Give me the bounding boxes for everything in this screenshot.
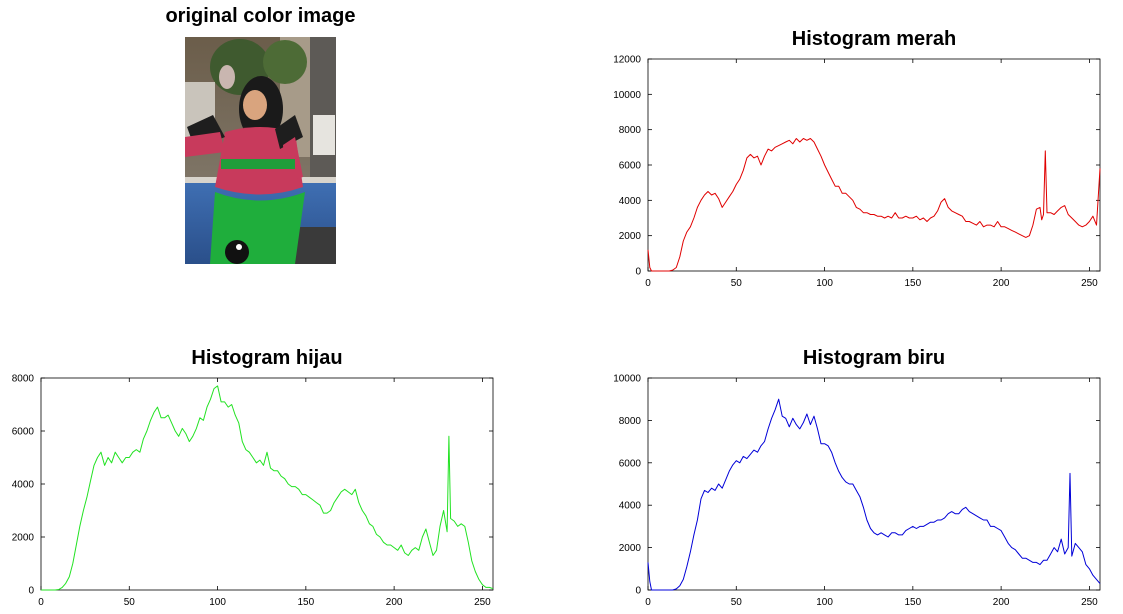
y-tick-label: 12000: [613, 55, 641, 66]
y-tick-label: 6000: [12, 427, 35, 438]
y-tick-label: 6000: [619, 458, 642, 469]
chart-title: Histogram biru: [803, 347, 945, 369]
y-tick-label: 4000: [12, 480, 35, 491]
x-tick-label: 250: [1081, 597, 1098, 608]
x-tick-label: 50: [124, 597, 136, 608]
photo-illustration: [185, 37, 336, 264]
x-tick-label: 200: [993, 278, 1010, 289]
x-tick-label: 0: [38, 597, 44, 608]
y-tick-label: 10000: [613, 374, 641, 385]
histogram-line-red: [647, 138, 1101, 272]
y-tick-label: 0: [28, 586, 34, 597]
x-tick-label: 100: [816, 278, 833, 289]
histogram-line-green: [41, 385, 494, 591]
y-tick-label: 0: [635, 586, 641, 597]
original-color-photo: [185, 37, 336, 264]
y-tick-label: 2000: [12, 533, 35, 544]
x-tick-label: 200: [386, 597, 403, 608]
x-tick-label: 100: [209, 597, 226, 608]
plot-frame: [647, 377, 1101, 591]
x-tick-label: 200: [993, 597, 1010, 608]
y-tick-label: 2000: [619, 231, 642, 242]
y-tick-label: 4000: [619, 501, 642, 512]
y-tick-label: 6000: [619, 161, 642, 172]
y-tick-label: 8000: [12, 374, 35, 385]
y-tick-label: 4000: [619, 196, 642, 207]
chart-title: Histogram merah: [792, 28, 957, 50]
y-tick-label: 0: [635, 267, 641, 278]
y-tick-label: 10000: [613, 90, 641, 101]
x-tick-label: 150: [298, 597, 315, 608]
x-tick-label: 50: [731, 597, 743, 608]
x-tick-label: 50: [731, 278, 743, 289]
y-tick-label: 8000: [619, 416, 642, 427]
y-tick-label: 2000: [619, 543, 642, 554]
chart-title: Histogram hijau: [191, 347, 342, 369]
x-tick-label: 0: [645, 278, 651, 289]
x-tick-label: 100: [816, 597, 833, 608]
photo-title: original color image: [165, 5, 356, 27]
x-tick-label: 250: [474, 597, 491, 608]
y-tick-label: 8000: [619, 125, 642, 136]
x-tick-label: 250: [1081, 278, 1098, 289]
x-tick-label: 150: [905, 278, 922, 289]
histogram-line-blue: [647, 398, 1101, 591]
x-tick-label: 0: [645, 597, 651, 608]
x-tick-label: 150: [905, 597, 922, 608]
